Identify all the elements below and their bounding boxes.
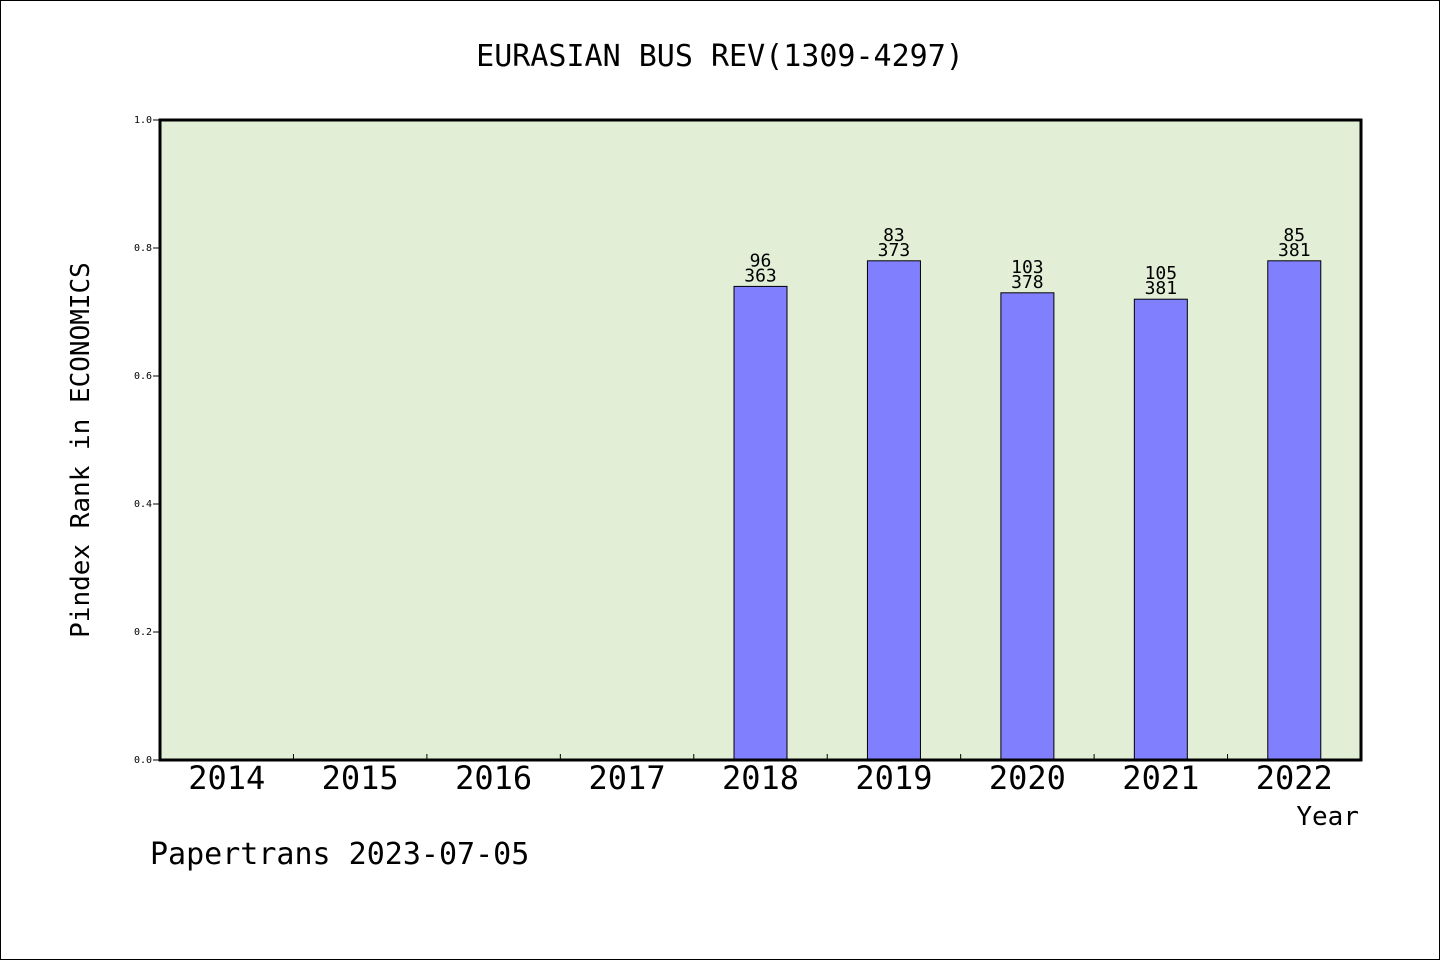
x-tick-label-2016: 2016 bbox=[455, 759, 532, 797]
bar-2019 bbox=[866, 260, 921, 761]
total-label-2019: 373 bbox=[878, 240, 911, 261]
x-tick-label-2021: 2021 bbox=[1122, 759, 1199, 797]
y-axis-label: Pindex Rank in ECONOMICS bbox=[66, 262, 96, 638]
bar-2021 bbox=[1133, 298, 1188, 761]
total-label-2021: 381 bbox=[1145, 278, 1178, 299]
rank-label-2019: 83 bbox=[883, 225, 905, 246]
x-tick-label-2014: 2014 bbox=[188, 759, 265, 797]
y-tick-label: 1.0 bbox=[134, 115, 152, 126]
rank-label-2020: 103 bbox=[1011, 257, 1044, 278]
x-axis-label: Year bbox=[1296, 802, 1359, 832]
y-tick-label: 0.8 bbox=[134, 243, 152, 254]
y-tick-label: 0.0 bbox=[134, 755, 152, 766]
x-tick-label-2019: 2019 bbox=[855, 759, 932, 797]
y-tick-label: 0.4 bbox=[134, 499, 152, 510]
footer-text: Papertrans 2023-07-05 bbox=[150, 837, 529, 872]
rank-label-2021: 105 bbox=[1145, 263, 1178, 284]
x-tick-label-2020: 2020 bbox=[989, 759, 1066, 797]
rank-label-2018: 96 bbox=[750, 250, 772, 271]
x-tick-label-2022: 2022 bbox=[1256, 759, 1333, 797]
y-tick-label: 0.6 bbox=[134, 371, 152, 382]
bar-2022 bbox=[1267, 260, 1322, 761]
chart-title: EURASIAN BUS REV(1309-4297) bbox=[476, 39, 964, 74]
bar-2020 bbox=[1000, 292, 1055, 761]
x-tick-label-2015: 2015 bbox=[322, 759, 399, 797]
plot-border bbox=[158, 118, 1363, 762]
total-label-2022: 381 bbox=[1278, 240, 1311, 261]
x-tick-label-2017: 2017 bbox=[589, 759, 666, 797]
ticks-group: 0.0 0.2 0.4 0.6 0.8 1.0 2014 2015 2016 2017 2018 20… bbox=[134, 115, 1333, 797]
y-tick-label: 0.2 bbox=[134, 627, 152, 638]
x-tick-label-2018: 2018 bbox=[722, 759, 799, 797]
total-label-2018: 363 bbox=[744, 265, 777, 286]
total-label-2020: 378 bbox=[1011, 272, 1044, 293]
bar-2018 bbox=[733, 285, 788, 761]
rank-label-2022: 85 bbox=[1283, 225, 1305, 246]
